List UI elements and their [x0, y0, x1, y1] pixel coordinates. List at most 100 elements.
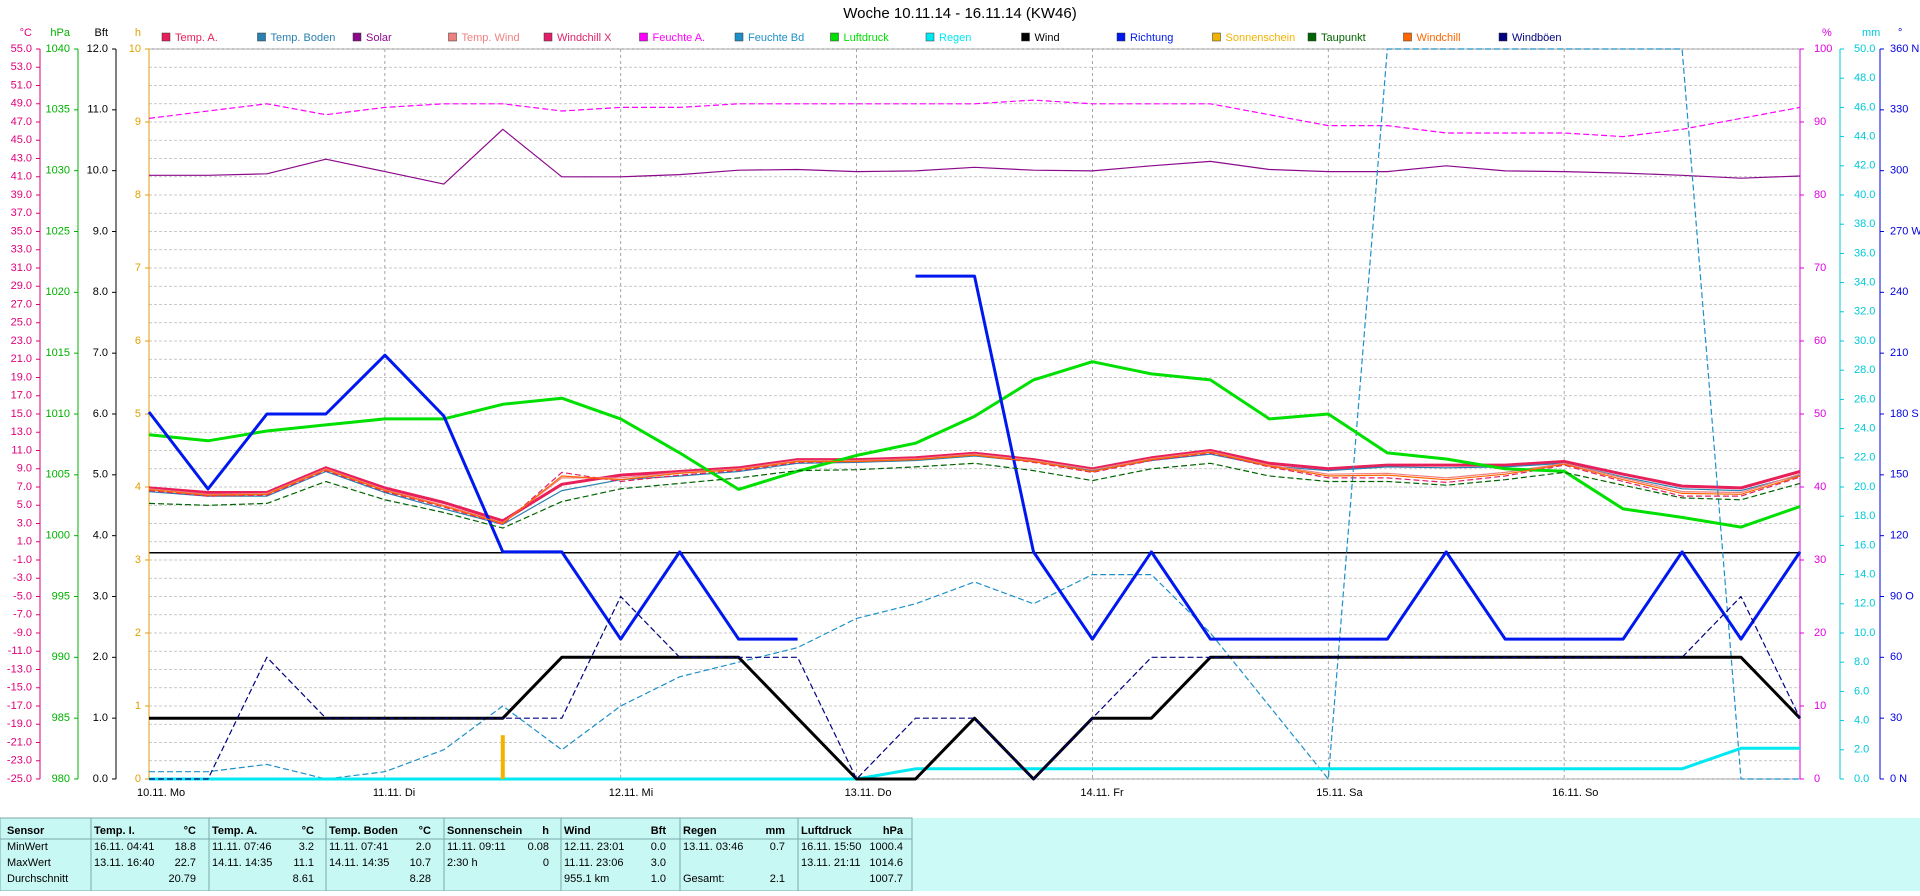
- y-tick-label: 1030: [46, 165, 70, 177]
- y-tick-label: 25.0: [11, 317, 32, 329]
- legend-label: Feuchte Bd: [748, 32, 804, 44]
- legend-swatch: [1021, 32, 1030, 42]
- y-tick-label: 47.0: [11, 116, 32, 128]
- x-tick-label: 13.11. Do: [845, 787, 892, 799]
- stats-unit: °C: [419, 825, 431, 837]
- stats-time: 955.1 km: [564, 873, 609, 885]
- y-tick-label: 2.0: [93, 651, 108, 663]
- stats-value: 0.7: [770, 841, 785, 853]
- y-tick-label: 30: [1814, 554, 1826, 566]
- y-tick-label: 36.0: [1854, 247, 1875, 259]
- y-tick-label: 1: [135, 700, 141, 712]
- stats-header: Temp. Boden: [329, 825, 398, 837]
- y-tick-label: 22.0: [1854, 452, 1875, 464]
- y-tick-label: 10.0: [1854, 627, 1875, 639]
- y-tick-label: 1010: [46, 408, 70, 420]
- stats-time: 13.11. 16:40: [94, 857, 154, 869]
- y-tick-label: 0.0: [1854, 773, 1869, 785]
- y-tick-label: 45.0: [11, 134, 32, 146]
- y-tick-label: 37.0: [11, 207, 32, 219]
- y-tick-label: 53.0: [11, 61, 32, 73]
- y-tick-label: 1.0: [17, 536, 32, 548]
- y-tick-label: 180 S: [1890, 408, 1919, 420]
- stats-time: 2:30 h: [447, 857, 478, 869]
- legend-swatch: [161, 32, 171, 42]
- stats-header: Luftdruck: [801, 825, 853, 837]
- legend-label: Regen: [939, 32, 971, 44]
- stats-value: 1.0: [651, 873, 666, 885]
- stats-time: 16.11. 15:50: [801, 841, 861, 853]
- y-tick-label: 6.0: [1854, 685, 1869, 697]
- y-tick-label: 990: [52, 651, 70, 663]
- stats-value: 0: [543, 857, 549, 869]
- y-tick-label: 980: [52, 773, 70, 785]
- series-line: [147, 274, 1802, 641]
- y-tick-label: 4.0: [93, 530, 108, 542]
- y-tick-label: 7.0: [93, 347, 108, 359]
- y-tick-label: 38.0: [1854, 218, 1875, 230]
- y-tick-label: 12.0: [1854, 598, 1875, 610]
- stats-unit: °C: [302, 825, 314, 837]
- y-tick-label: 21.0: [11, 353, 32, 365]
- series-line: [148, 360, 1801, 529]
- y-tick-label: 24.0: [1854, 423, 1875, 435]
- stats-time: 12.11. 23:01: [564, 841, 624, 853]
- y-tick-label: 8.0: [93, 286, 108, 298]
- y-tick-label: -11.0: [8, 645, 32, 657]
- y-tick-label: 300: [1890, 165, 1908, 177]
- y-tick-label: 1015: [46, 347, 70, 359]
- stats-unit: hPa: [883, 825, 904, 837]
- y-tick-label: 120: [1890, 530, 1908, 542]
- y-tick-label: -5.0: [13, 590, 32, 602]
- y-tick-label: 60: [1814, 335, 1826, 347]
- y-tick-label: 90 O: [1890, 590, 1914, 602]
- legend-swatch: [1212, 32, 1221, 42]
- y-tick-label: 5: [135, 408, 141, 420]
- y-tick-label: 3: [135, 554, 141, 566]
- y-tick-label: 8: [135, 189, 141, 201]
- series-line: [148, 453, 1801, 525]
- y-tick-label: 13.0: [11, 426, 32, 438]
- y-tick-label: 80: [1814, 189, 1826, 201]
- y-tick-label: 49.0: [11, 98, 32, 110]
- y-tick-label: 4: [135, 481, 141, 493]
- stats-value: 1000.4: [869, 841, 903, 853]
- y-tick-label: 12.0: [87, 43, 108, 55]
- legend-swatch: [257, 32, 266, 42]
- y-tick-label: 9.0: [17, 463, 32, 475]
- stats-value: 0.08: [528, 841, 549, 853]
- y-tick-label: 48.0: [1854, 72, 1875, 84]
- legend-swatch: [1403, 32, 1412, 42]
- stats-time: 16.11. 04:41: [94, 841, 154, 853]
- stats-header: Regen: [683, 825, 717, 837]
- y-tick-label: 90: [1814, 116, 1826, 128]
- stats-value: 3.2: [299, 841, 314, 853]
- legend-swatch: [830, 32, 839, 42]
- y-tick-label: -17.0: [7, 700, 32, 712]
- series-line: [149, 746, 1800, 781]
- legend-label: Temp. Boden: [271, 32, 336, 44]
- legend-label: Luftdruck: [844, 32, 890, 44]
- y-tick-label: 995: [52, 590, 70, 602]
- y-tick-label: 30: [1890, 712, 1902, 724]
- bar: [500, 735, 505, 779]
- stats-time: 11.11. 23:06: [564, 857, 624, 869]
- y-tick-label: 5.0: [17, 499, 32, 511]
- y-tick-label: 8.0: [1854, 656, 1869, 668]
- y-tick-label: 985: [52, 712, 70, 724]
- y-tick-label: 9.0: [93, 225, 108, 237]
- y-tick-label: 1005: [46, 469, 70, 481]
- y-tick-label: -3.0: [13, 572, 32, 584]
- legend-label: Windchill X: [557, 32, 612, 44]
- y-tick-label: 30.0: [1854, 335, 1875, 347]
- series-line: [148, 449, 1801, 523]
- stats-unit: h: [542, 825, 549, 837]
- stats-value: 10.7: [410, 857, 431, 869]
- y-tick-label: 10.0: [87, 165, 108, 177]
- y-tick-label: 31.0: [11, 262, 32, 274]
- series-line: [148, 451, 1801, 525]
- y-tick-label: 50: [1814, 408, 1826, 420]
- x-tick-label: 16.11. So: [1552, 787, 1598, 799]
- y-tick-label: 40: [1814, 481, 1826, 493]
- stats-header: Temp. I.: [94, 825, 135, 837]
